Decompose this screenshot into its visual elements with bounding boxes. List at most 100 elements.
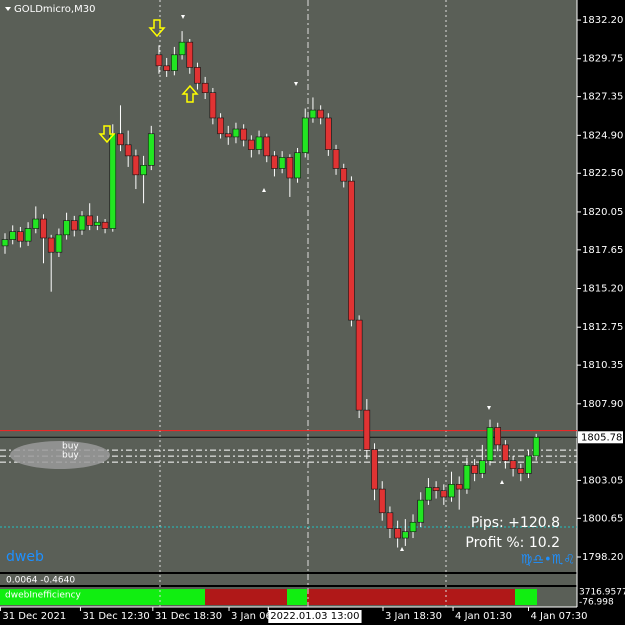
candle-body	[255, 136, 263, 150]
candle-body	[371, 449, 378, 490]
efficiency-bars	[0, 589, 537, 605]
candle-body	[425, 487, 432, 501]
x-tick-label: 4 Jan 07:30	[530, 611, 587, 622]
candle-body	[286, 157, 294, 179]
candle-body	[463, 465, 471, 490]
y-tick-label: 1810.35	[582, 360, 623, 371]
y-tick-label: 1827.35	[582, 92, 623, 103]
y-tick-label: 1800.65	[582, 513, 623, 524]
candle-body	[517, 468, 525, 474]
candle-body	[124, 144, 132, 157]
candle-body	[332, 149, 340, 169]
signal-arrows	[98, 19, 199, 144]
y-tick-label: 1829.75	[582, 54, 623, 65]
candle-body	[325, 117, 332, 150]
candle-body	[532, 436, 540, 457]
price-tag	[578, 431, 623, 444]
candle-body	[86, 215, 93, 226]
x-tick-label: 31 Dec 18:30	[155, 611, 222, 622]
x-tick-label: 31 Dec 2021	[2, 611, 66, 622]
candle-body	[294, 152, 301, 179]
candle-body	[348, 180, 355, 321]
blurred-label	[10, 441, 110, 469]
chart-title: GOLDmicro,M30	[14, 4, 95, 15]
candle-body	[471, 465, 478, 474]
candle-body	[55, 234, 63, 253]
eff-down	[205, 589, 287, 605]
candle-body	[147, 133, 155, 166]
candle-body	[263, 136, 271, 157]
y-tick-label: 1824.90	[582, 130, 623, 141]
candle-body	[448, 484, 455, 498]
x-tick-label: 3 Jan 06:	[231, 611, 275, 622]
price-tag-label: 1805.78	[581, 432, 622, 443]
candle-body	[47, 237, 55, 253]
candle-body	[132, 155, 140, 176]
x-tick-label: 4 Jan 01:30	[455, 611, 512, 622]
y-tick-label: 1803.05	[582, 475, 623, 486]
x-tick-label: 3 Jan 18:30	[385, 611, 442, 622]
candle-body	[309, 109, 317, 119]
candle-body	[278, 157, 286, 169]
candle-body	[171, 54, 178, 71]
x-tick-label: 31 Dec 12:30	[82, 611, 149, 622]
candle-body	[32, 218, 40, 229]
eff-up	[0, 589, 205, 605]
profit: Profit %: 10.2	[465, 535, 560, 551]
candle-body	[101, 221, 109, 229]
candle-body	[217, 117, 224, 135]
candle-body	[402, 531, 409, 539]
y-tick-label: 1815.20	[582, 284, 623, 295]
candle-body	[355, 319, 363, 411]
candle-body	[209, 92, 217, 119]
candle-body	[163, 65, 170, 71]
candle-body	[340, 168, 348, 182]
indicator-scale: 3716.9577	[579, 588, 625, 598]
candle-body	[232, 128, 240, 138]
zodiac-signs: ♍♎•♏♌	[521, 553, 575, 568]
candle-body	[40, 218, 47, 239]
y-tick-label: 1812.75	[582, 322, 623, 333]
candle-body	[486, 427, 494, 461]
candle-body	[502, 444, 509, 461]
candle-body	[417, 499, 425, 523]
candle-body	[394, 528, 401, 539]
y-tick-label: 1807.90	[582, 399, 623, 410]
indicator-name: dwebInefficiency	[5, 591, 82, 601]
candle-body	[155, 54, 163, 67]
indicator-values: 0.0064 -0.4640	[6, 576, 75, 586]
candle-body	[317, 109, 324, 119]
pips: Pips: +120.8	[471, 515, 560, 531]
candle-body	[479, 460, 486, 474]
sell-arrow	[148, 19, 166, 38]
candle-body	[140, 165, 147, 176]
candle-body	[94, 221, 101, 226]
candle-body	[240, 128, 247, 141]
marks	[0, 31, 577, 548]
candle-body	[509, 460, 517, 469]
candle-body	[271, 155, 278, 169]
candle-body	[63, 220, 70, 236]
order-blur	[10, 441, 110, 469]
eff-up	[287, 589, 307, 605]
candle-body	[194, 67, 201, 84]
order-label: buy	[62, 442, 79, 452]
candle-body	[201, 82, 209, 94]
candle-body	[78, 215, 86, 231]
eff-up	[515, 589, 537, 605]
brand: dweb	[6, 549, 44, 565]
indicator-panel	[0, 574, 577, 585]
candle-body	[409, 521, 417, 533]
candle-body	[363, 409, 371, 450]
main-panel	[0, 0, 577, 572]
sell-arrow	[98, 125, 116, 144]
candle-body	[178, 41, 186, 56]
candle-body	[109, 133, 117, 229]
eff-down	[307, 589, 515, 605]
candle-body	[70, 220, 78, 231]
candle-body	[1, 239, 9, 247]
y-tick-label: 1822.50	[582, 168, 623, 179]
candle-body	[378, 488, 386, 514]
candle-body	[17, 231, 24, 242]
